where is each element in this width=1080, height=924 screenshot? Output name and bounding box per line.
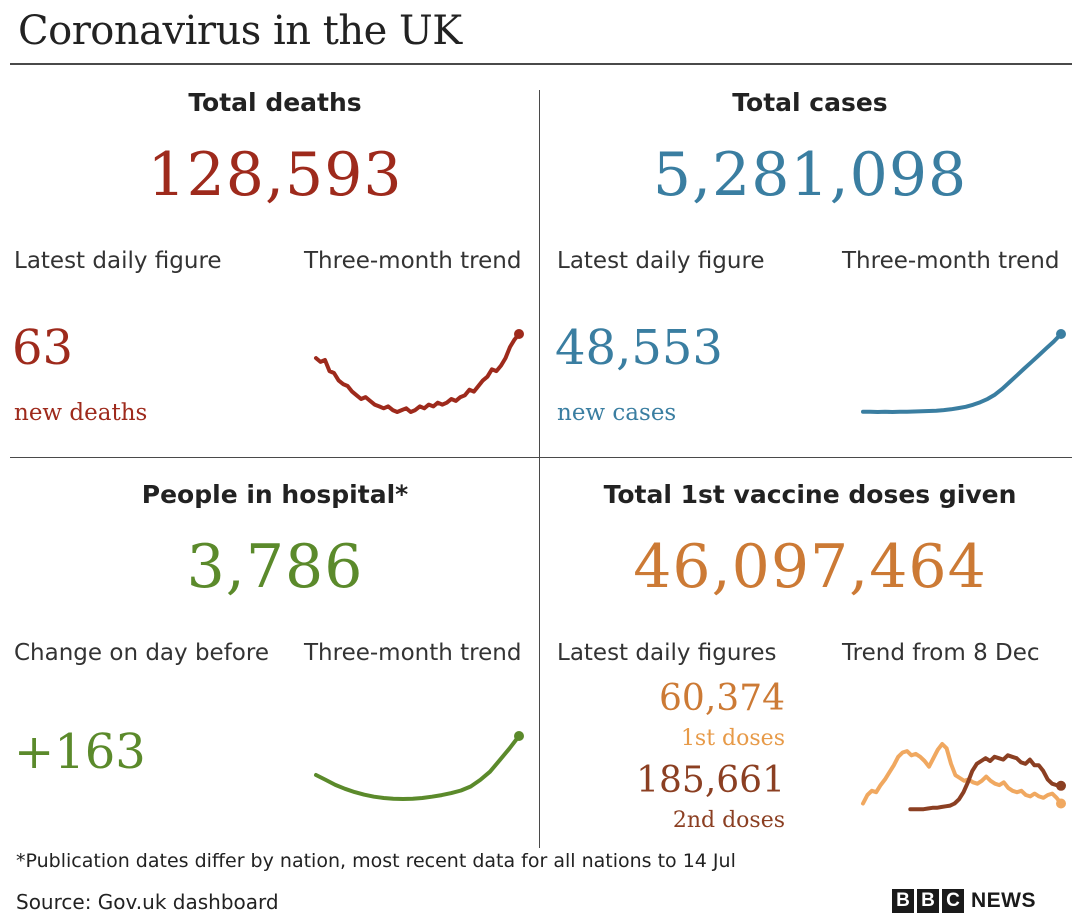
cases-trend-label: Three-month trend (842, 248, 1060, 274)
page-title: Coronavirus in the UK (18, 8, 462, 54)
bbc-news-logo: B B C NEWS (892, 889, 1036, 913)
logo-word: NEWS (971, 889, 1036, 912)
vaccine-title: Total 1st vaccine doses given (603, 480, 1017, 509)
first-doses-caption: 1st doses (680, 726, 785, 751)
deaths-title: Total deaths (188, 88, 362, 117)
logo-letter-b1: B (892, 889, 914, 913)
deaths-total: 128,593 (147, 140, 403, 210)
second-doses-value: 185,661 (636, 760, 785, 801)
cases-trend-end-dot (1056, 329, 1066, 339)
source-note: Source: Gov.uk dashboard (16, 890, 279, 914)
second-doses-trend-group (908, 753, 1066, 812)
deaths-trend-sparkline (314, 329, 524, 414)
vertical-divider (539, 90, 540, 848)
cases-latest-label: Latest daily figure (557, 248, 765, 274)
logo-letter-b2: B (917, 889, 939, 913)
hospital-change-label: Change on day before (14, 640, 269, 666)
hospital-trend-label: Three-month trend (304, 640, 522, 666)
second-doses-trend-end-dot (1056, 780, 1066, 791)
hospital-total: 3,786 (186, 532, 364, 602)
hospital-title: People in hospital* (141, 480, 409, 509)
cases-panel: Total cases 5,281,098 Latest daily figur… (545, 88, 1075, 448)
cases-latest-caption: new cases (557, 400, 677, 426)
second-doses-caption: 2nd doses (672, 808, 785, 833)
first-doses-value: 60,374 (659, 678, 785, 719)
hospital-trend-sparkline (314, 731, 524, 801)
cases-trend-sparkline (861, 329, 1066, 414)
vaccine-panel: Total 1st vaccine doses given 46,097,464… (545, 480, 1075, 840)
cases-trend-line (861, 332, 1063, 414)
hospital-trend-line (314, 734, 521, 801)
vaccine-total: 46,097,464 (633, 532, 987, 602)
deaths-latest-value: 63 (12, 320, 74, 376)
second-doses-trend-line (908, 753, 1063, 812)
vaccine-trend-label: Trend from 8 Dec (842, 640, 1040, 666)
hospital-trend-end-dot (514, 731, 524, 741)
deaths-latest-caption: new deaths (14, 400, 148, 426)
deaths-latest-label: Latest daily figure (14, 248, 222, 274)
horizontal-divider (10, 457, 1072, 458)
first-doses-trend-end-dot (1056, 798, 1066, 809)
cases-latest-value: 48,553 (555, 320, 723, 376)
footnote: *Publication dates differ by nation, mos… (16, 850, 736, 872)
first-doses-trend-line (861, 742, 1063, 806)
cases-title: Total cases (732, 88, 888, 117)
hospital-panel: People in hospital* 3,786 Change on day … (10, 480, 540, 840)
hospital-change-value: +163 (14, 724, 146, 780)
title-rule (10, 63, 1072, 65)
vaccine-trend-sparkline (861, 742, 1066, 812)
cases-total: 5,281,098 (652, 140, 968, 210)
vaccine-latest-label: Latest daily figures (557, 640, 777, 666)
deaths-trend-end-dot (514, 329, 524, 339)
logo-letter-c: C (942, 889, 964, 913)
deaths-trend-line (314, 332, 521, 414)
deaths-panel: Total deaths 128,593 Latest daily figure… (10, 88, 540, 448)
deaths-trend-label: Three-month trend (304, 248, 522, 274)
